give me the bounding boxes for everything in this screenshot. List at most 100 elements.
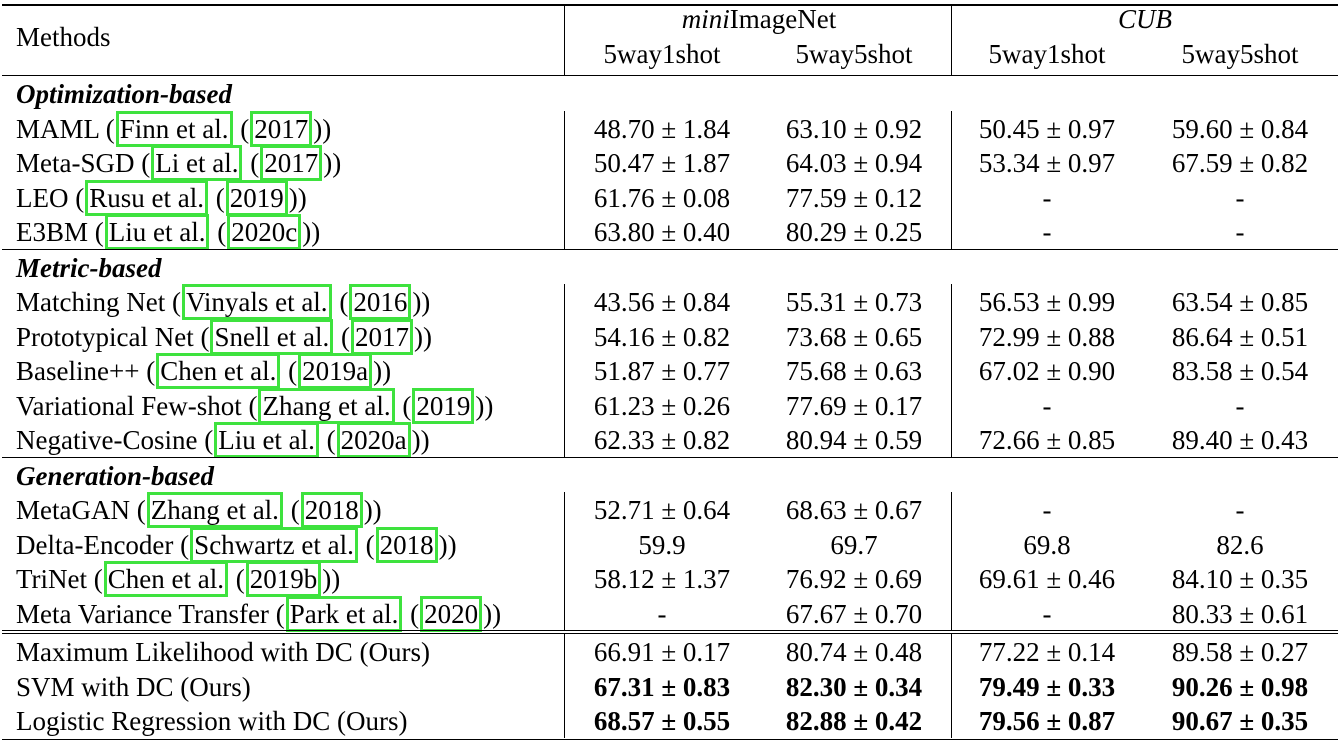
citation-year-link[interactable]: 2018 bbox=[300, 492, 363, 528]
result-cell: 76.92 ± 0.69 bbox=[785, 564, 923, 594]
citation-year-link[interactable]: 2018 bbox=[375, 526, 438, 563]
method-name: Prototypical Net (Snell et al. (2017)) bbox=[16, 318, 432, 355]
citation-author-link[interactable]: Park et al. bbox=[285, 595, 403, 632]
section-title: Optimization-based bbox=[16, 79, 233, 109]
citation-author-link[interactable]: Vinyals et al. bbox=[181, 284, 332, 320]
result-cell: 59.9 bbox=[638, 529, 686, 560]
result-cell: 82.88 ± 0.42 bbox=[785, 706, 923, 736]
method-name: Variational Few-shot (Zhang et al. (2019… bbox=[16, 387, 493, 424]
result-cell: 86.64 ± 0.51 bbox=[1171, 321, 1309, 352]
citation-year-link[interactable]: 2019a bbox=[298, 353, 373, 389]
result-cell: 77.22 ± 0.14 bbox=[978, 637, 1116, 667]
result-cell: 61.23 ± 0.26 bbox=[593, 390, 731, 421]
method-label: Negative-Cosine bbox=[16, 425, 198, 455]
result-cell: 82.30 ± 0.34 bbox=[785, 671, 923, 702]
result-cell: 67.67 ± 0.70 bbox=[785, 598, 923, 629]
result-cell: - bbox=[1042, 598, 1052, 629]
result-cell: 66.91 ± 0.17 bbox=[593, 637, 731, 667]
citation-year-link[interactable]: 2020a bbox=[336, 422, 411, 458]
method-label: Prototypical Net bbox=[16, 321, 194, 352]
result-cell: 72.66 ± 0.85 bbox=[978, 425, 1116, 455]
result-cell: 48.70 ± 1.84 bbox=[593, 113, 731, 144]
column-divider bbox=[951, 4, 952, 75]
citation-author-link[interactable]: Rusu et al. bbox=[85, 179, 208, 216]
rule-ours bbox=[2, 633, 1338, 634]
citation-author-link[interactable]: Zhang et al. bbox=[146, 492, 283, 528]
citation-author-link[interactable]: Finn et al. bbox=[115, 110, 233, 147]
citation-author-link[interactable]: Zhang et al. bbox=[258, 387, 395, 424]
result-cell: 90.67 ± 0.35 bbox=[1171, 706, 1309, 736]
result-cell: - bbox=[1235, 390, 1245, 421]
method-label: MetaGAN bbox=[16, 495, 130, 525]
result-cell: 62.33 ± 0.82 bbox=[593, 425, 731, 455]
method-name: Meta-SGD (Li et al. (2017)) bbox=[16, 145, 341, 181]
column-divider bbox=[951, 110, 952, 249]
citation-year-link[interactable]: 2020c bbox=[227, 214, 302, 250]
section-title: Metric-based bbox=[16, 252, 162, 283]
citation-author-link[interactable]: Liu et al. bbox=[214, 422, 319, 458]
method-label: Meta Variance Transfer bbox=[16, 598, 269, 629]
citation-year-link[interactable]: 2019 bbox=[225, 179, 288, 216]
method-label: Delta-Encoder bbox=[16, 529, 174, 560]
citation-year-link[interactable]: 2017 bbox=[350, 318, 413, 355]
method-name: LEO (Rusu et al. (2019)) bbox=[16, 179, 307, 216]
citation-author-link[interactable]: Schwartz et al. bbox=[190, 526, 358, 563]
citation-year-link[interactable]: 2019 bbox=[412, 387, 475, 424]
method-name: Delta-Encoder (Schwartz et al. (2018)) bbox=[16, 526, 457, 563]
column-divider bbox=[951, 284, 952, 457]
citation-author-link[interactable]: Snell et al. bbox=[210, 318, 334, 355]
citation-year-link[interactable]: 2020 bbox=[420, 595, 483, 632]
result-cell: 80.33 ± 0.61 bbox=[1171, 598, 1309, 629]
result-cell: 80.74 ± 0.48 bbox=[785, 637, 923, 667]
header-subcol: 5way1shot bbox=[603, 39, 721, 69]
method-name: SVM with DC (Ours) bbox=[16, 671, 251, 702]
header-methods: Methods bbox=[16, 22, 111, 52]
result-cell: 79.49 ± 0.33 bbox=[978, 671, 1116, 702]
method-name: Meta Variance Transfer (Park et al. (202… bbox=[16, 595, 501, 632]
result-cell: 79.56 ± 0.87 bbox=[978, 706, 1116, 736]
header-subcol: 5way5shot bbox=[795, 39, 913, 69]
result-cell: 83.58 ± 0.54 bbox=[1171, 356, 1309, 386]
column-divider bbox=[564, 492, 565, 630]
citation-author-link[interactable]: Li et al. bbox=[151, 145, 243, 181]
citation-year-link[interactable]: 2016 bbox=[349, 284, 412, 320]
citation-author-link[interactable]: Chen et al. bbox=[156, 353, 281, 389]
rule-section bbox=[2, 456, 1338, 458]
result-cell: - bbox=[1042, 390, 1052, 421]
result-cell: 67.59 ± 0.82 bbox=[1171, 148, 1309, 178]
citation-year-link[interactable]: 2019b bbox=[245, 561, 322, 597]
column-divider bbox=[564, 4, 565, 75]
result-cell: 68.63 ± 0.67 bbox=[785, 495, 923, 525]
result-cell: 50.47 ± 1.87 bbox=[593, 148, 731, 178]
result-cell: 73.68 ± 0.65 bbox=[785, 321, 923, 352]
method-label: Variational Few-shot bbox=[16, 390, 242, 421]
header-group-miniimagenet: miniImageNet bbox=[681, 4, 837, 34]
method-label: Meta-SGD bbox=[16, 148, 135, 178]
header-group-cub: CUB bbox=[1118, 4, 1172, 34]
result-cell: 50.45 ± 0.97 bbox=[978, 113, 1116, 144]
result-cell: 69.61 ± 0.46 bbox=[978, 564, 1116, 594]
method-name: Matching Net (Vinyals et al. (2016)) bbox=[16, 284, 430, 320]
result-cell: - bbox=[1042, 217, 1052, 247]
result-cell: 82.6 bbox=[1216, 529, 1264, 560]
column-divider bbox=[564, 284, 565, 457]
citation-year-link[interactable]: 2017 bbox=[250, 110, 313, 147]
method-label: LEO bbox=[16, 182, 69, 213]
citation-author-link[interactable]: Chen et al. bbox=[103, 561, 228, 597]
result-cell: 55.31 ± 0.73 bbox=[785, 287, 923, 317]
result-cell: 61.76 ± 0.08 bbox=[593, 182, 731, 213]
column-divider bbox=[564, 110, 565, 249]
column-divider bbox=[951, 634, 952, 738]
rule-section bbox=[2, 248, 1338, 250]
result-cell: - bbox=[1042, 182, 1052, 213]
rule-header bbox=[2, 75, 1338, 76]
citation-author-link[interactable]: Liu et al. bbox=[104, 214, 210, 250]
method-name: MetaGAN (Zhang et al. (2018)) bbox=[16, 492, 382, 528]
method-name: Maximum Likelihood with DC (Ours) bbox=[16, 637, 430, 667]
column-divider bbox=[564, 634, 565, 738]
result-cell: 63.80 ± 0.40 bbox=[593, 217, 731, 247]
rule-top bbox=[2, 4, 1338, 6]
result-cell: 80.94 ± 0.59 bbox=[785, 425, 923, 455]
result-cell: 67.31 ± 0.83 bbox=[593, 671, 731, 702]
citation-year-link[interactable]: 2017 bbox=[260, 145, 323, 181]
